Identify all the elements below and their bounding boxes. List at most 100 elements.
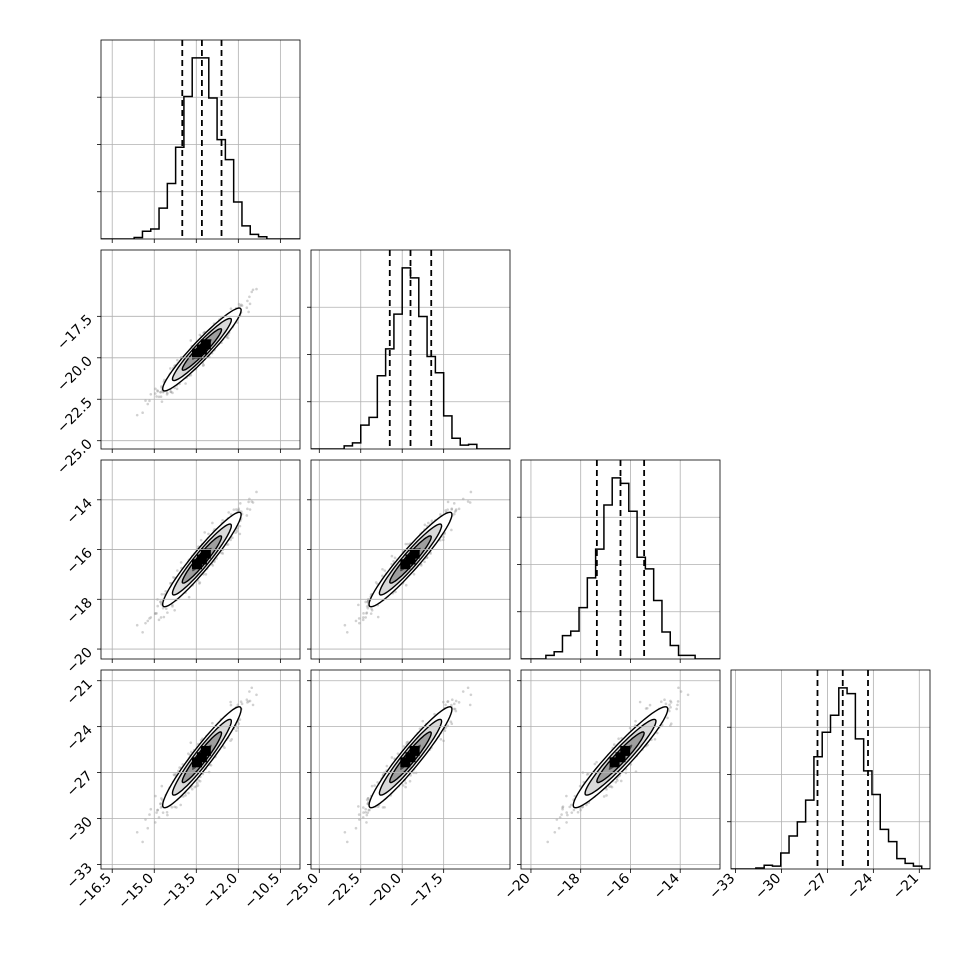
density-peak xyxy=(400,559,411,570)
sample-point xyxy=(585,803,588,807)
sample-point xyxy=(207,770,211,774)
sample-point xyxy=(175,387,179,391)
sample-point xyxy=(423,560,426,564)
sample-point xyxy=(211,721,214,725)
sample-point xyxy=(368,808,371,812)
density-peak xyxy=(196,554,207,565)
sample-point xyxy=(255,287,258,291)
x-tick-label: −25.0 xyxy=(280,871,322,913)
sample-point xyxy=(366,797,370,800)
sample-point xyxy=(441,700,445,704)
x-tick-label: −14 xyxy=(651,870,683,902)
sample-point xyxy=(229,700,232,704)
sample-point xyxy=(146,402,150,406)
sample-point xyxy=(187,791,190,795)
sample-point xyxy=(370,607,373,611)
sample-point xyxy=(370,784,374,788)
sample-point xyxy=(595,760,598,764)
sample-point xyxy=(679,690,683,693)
sample-point xyxy=(452,707,456,711)
sample-point xyxy=(141,411,144,415)
sample-point xyxy=(454,709,458,713)
sample-point xyxy=(248,302,252,306)
x-tick-label: −10.5 xyxy=(242,871,284,913)
sample-point xyxy=(169,367,172,370)
sample-point xyxy=(198,333,202,337)
sample-point xyxy=(358,621,361,625)
sample-point xyxy=(159,390,162,394)
sample-point xyxy=(169,390,173,394)
y-tick-label: −14 xyxy=(64,495,96,527)
sample-point xyxy=(160,797,163,800)
sample-point xyxy=(572,808,576,812)
sample-point xyxy=(144,399,147,402)
sample-point xyxy=(255,490,258,494)
sample-point xyxy=(442,535,445,539)
sample-point xyxy=(449,720,453,723)
sample-point xyxy=(669,705,672,709)
sample-point xyxy=(454,699,458,703)
y-tick-label: −24 xyxy=(64,722,96,754)
sample-point xyxy=(357,805,360,808)
sample-point xyxy=(248,699,252,703)
sample-point xyxy=(240,303,243,307)
sample-point xyxy=(468,501,472,504)
sample-point xyxy=(364,810,367,814)
histogram-panel xyxy=(517,459,721,663)
sample-point xyxy=(149,393,153,396)
panel-frame xyxy=(100,459,301,660)
sample-point xyxy=(156,389,160,393)
sample-point xyxy=(247,700,250,703)
sample-point xyxy=(419,564,423,567)
sample-point xyxy=(570,811,574,814)
sample-point xyxy=(429,552,432,555)
sample-point xyxy=(468,703,472,707)
sample-point xyxy=(565,821,568,824)
sample-point xyxy=(176,569,179,572)
sample-point xyxy=(605,788,608,791)
sample-point xyxy=(608,785,611,788)
sample-point xyxy=(155,395,158,398)
sample-point xyxy=(176,358,179,362)
sample-point xyxy=(439,513,442,516)
sample-point xyxy=(153,821,157,824)
sample-point xyxy=(557,826,561,830)
sample-point xyxy=(579,808,582,812)
sample-point xyxy=(186,752,190,755)
sample-point xyxy=(362,811,365,814)
sample-point xyxy=(171,603,174,607)
density-peak xyxy=(609,757,620,768)
sample-point xyxy=(453,702,456,706)
sample-point xyxy=(365,798,369,802)
sample-point xyxy=(141,840,144,844)
y-tick-label: −22.5 xyxy=(54,395,96,437)
sample-point xyxy=(162,615,166,619)
sample-point xyxy=(390,554,394,558)
sample-point xyxy=(357,603,360,607)
sample-point xyxy=(238,524,242,528)
sample-point xyxy=(248,295,251,299)
sample-point xyxy=(354,826,358,830)
sample-point xyxy=(246,701,249,704)
density-peak xyxy=(409,745,420,756)
sample-point xyxy=(392,559,395,563)
sample-point xyxy=(159,802,162,806)
sample-point xyxy=(251,288,255,292)
scatter-panel: −25.0−22.5−20.0−17.5 xyxy=(280,669,511,913)
sample-point xyxy=(676,703,679,707)
sample-point xyxy=(189,750,193,754)
sample-point xyxy=(184,382,187,385)
sample-point xyxy=(381,574,384,578)
sample-point xyxy=(568,805,572,809)
panel-frame xyxy=(730,669,931,870)
sample-point xyxy=(234,508,238,511)
density-peak xyxy=(409,548,420,559)
sample-point xyxy=(373,784,376,787)
sample-point xyxy=(450,508,454,511)
sample-point xyxy=(156,808,159,812)
sample-point xyxy=(255,693,258,697)
sample-point xyxy=(450,722,454,726)
sample-point xyxy=(354,619,358,623)
sample-point xyxy=(365,821,368,824)
sample-point xyxy=(201,364,205,367)
